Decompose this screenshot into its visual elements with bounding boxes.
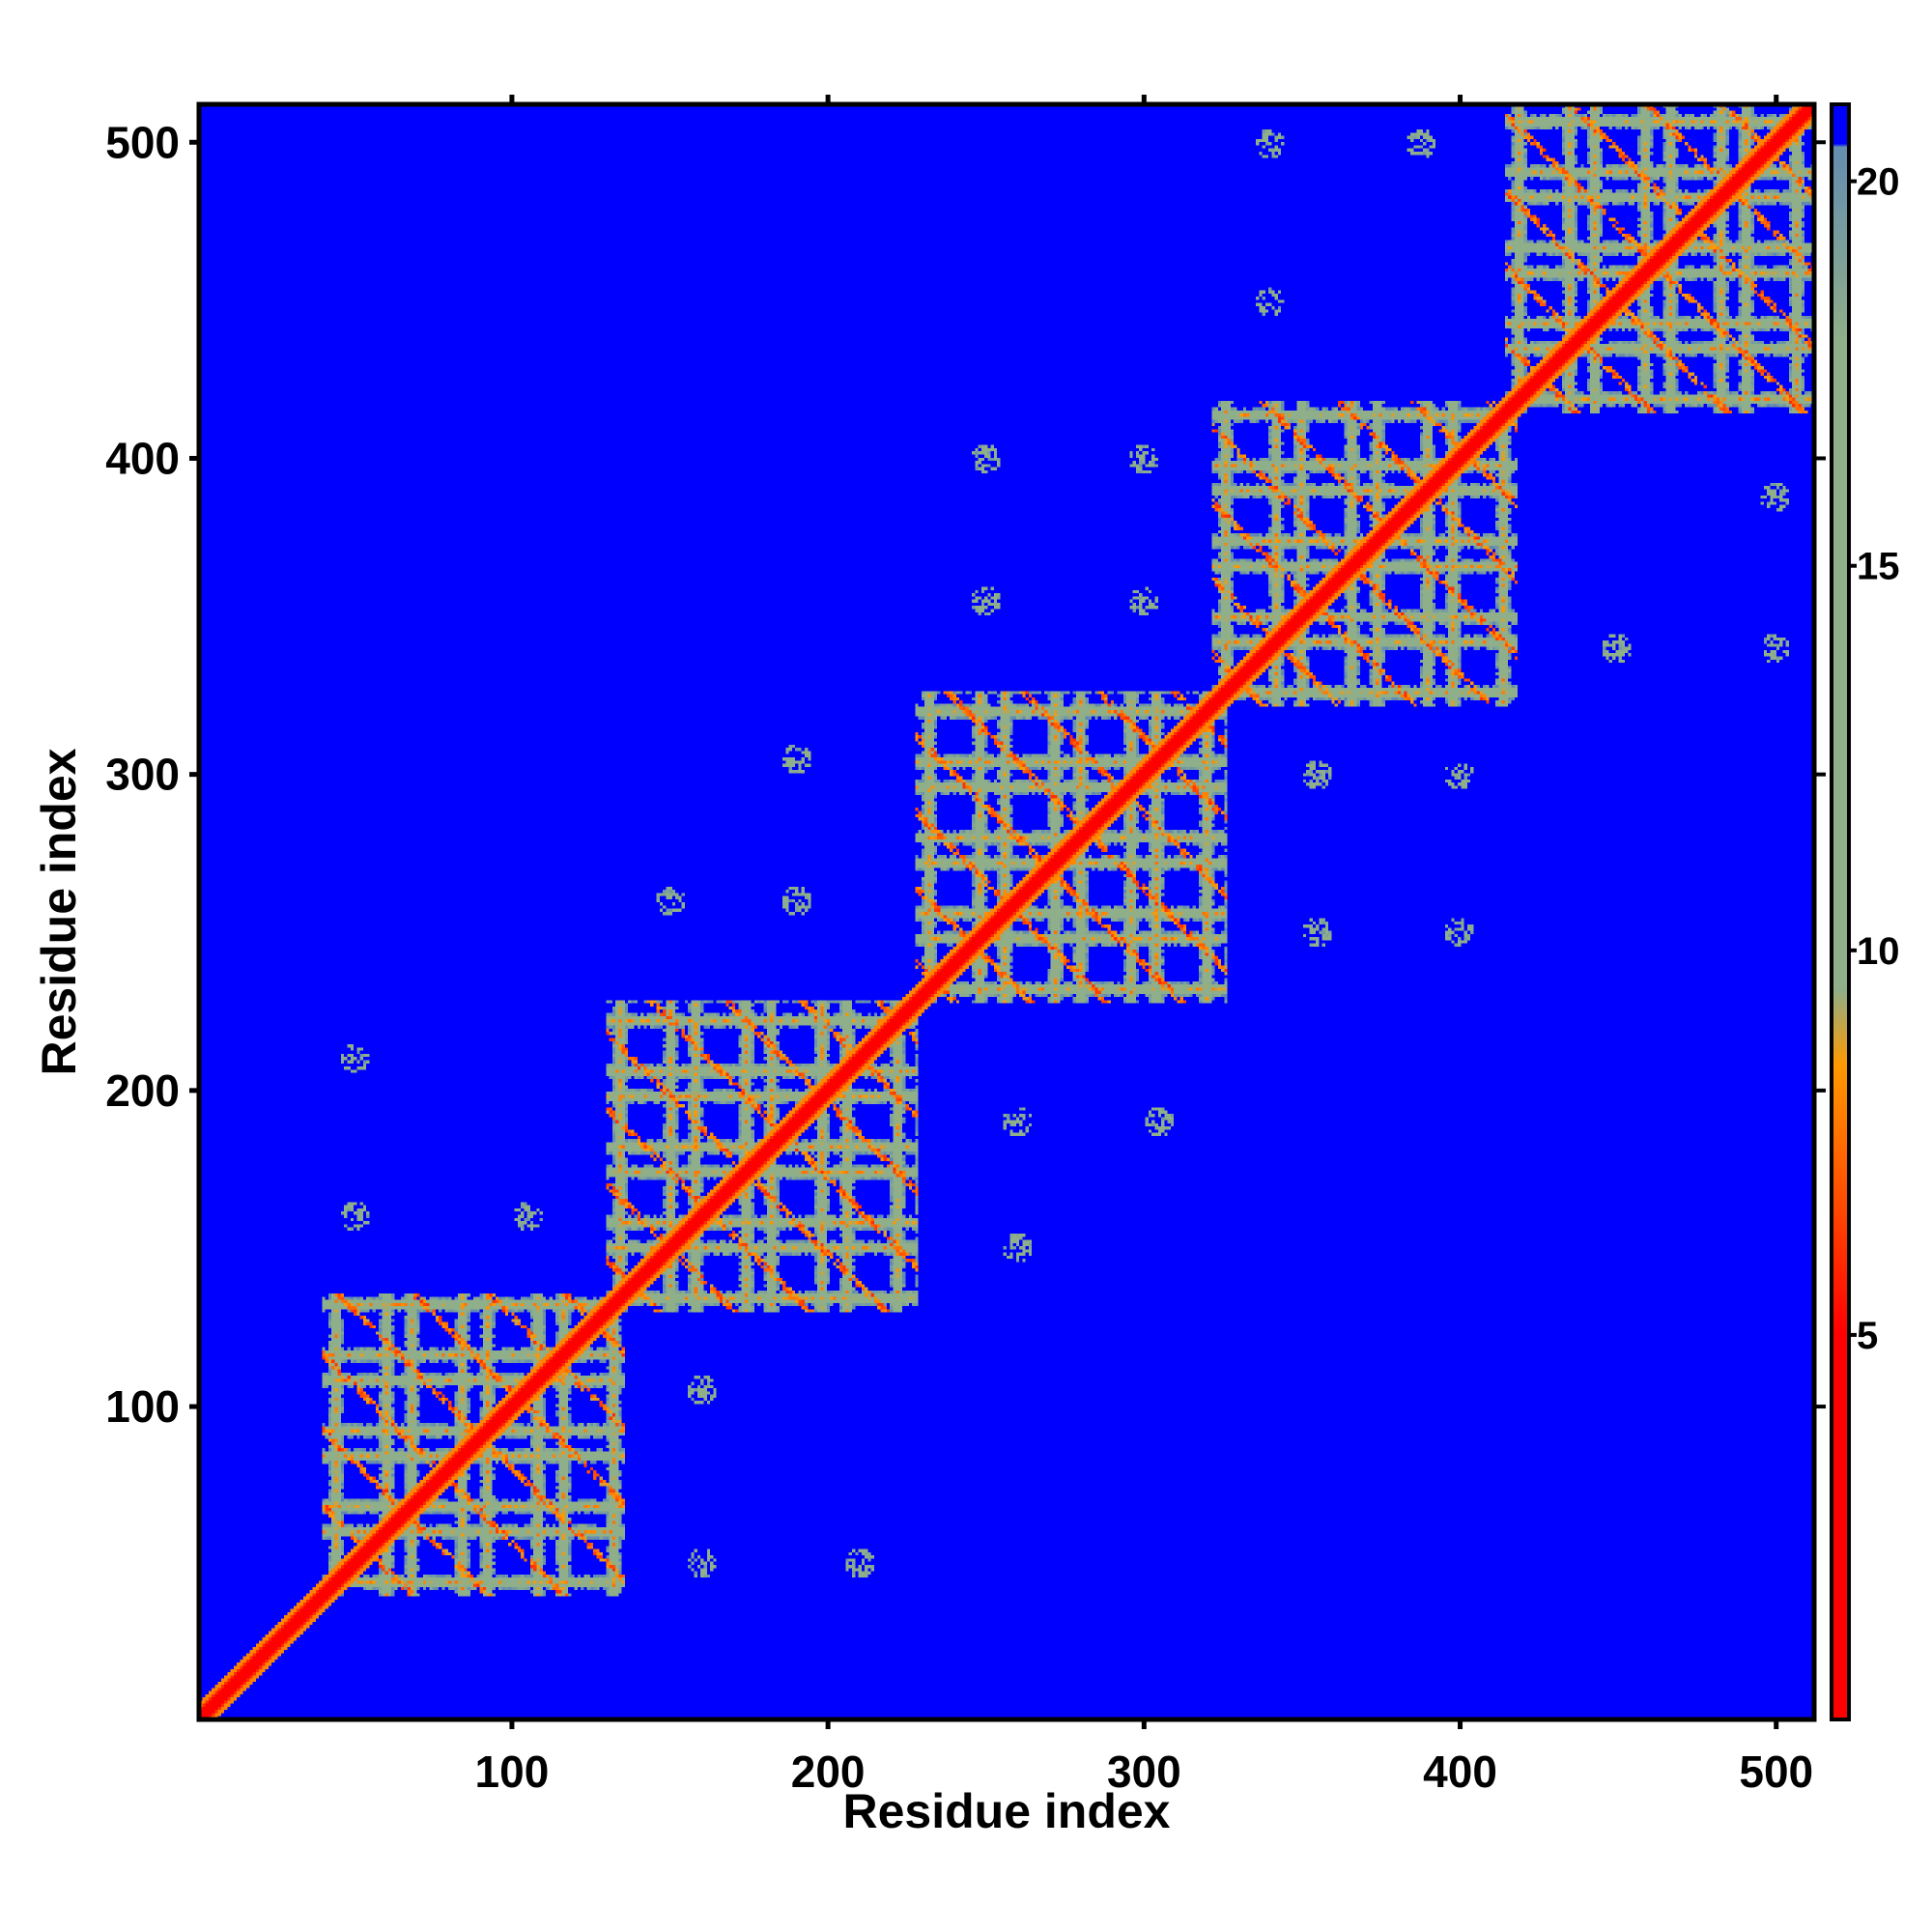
colorbar-axis: 5 10 15 20	[1849, 161, 1900, 1357]
plot-frame	[196, 101, 1817, 1722]
x-tick-label: 300	[1107, 1747, 1181, 1797]
y-axis: 100 200 300 400 500	[105, 117, 1826, 1432]
y-tick-label: 300	[105, 750, 180, 800]
x-axis-title: Residue index	[843, 1784, 1171, 1838]
y-axis-title: Residue index	[32, 748, 86, 1075]
x-axis: 100 200 300 400 500	[475, 95, 1813, 1797]
y-tick-label: 200	[105, 1065, 180, 1116]
x-tick-label: 400	[1423, 1747, 1497, 1797]
colorbar-tick-label: 10	[1857, 930, 1900, 973]
colorbar-frame	[1830, 102, 1851, 1721]
colorbar	[1832, 104, 1849, 1719]
x-tick-label: 200	[791, 1747, 866, 1797]
y-tick-label: 100	[105, 1381, 180, 1432]
colorbar-tick-label: 5	[1857, 1315, 1878, 1357]
x-tick-label: 100	[475, 1747, 550, 1797]
y-tick-label: 500	[105, 117, 180, 167]
colorbar-tick-label: 20	[1857, 161, 1900, 204]
x-tick-label: 500	[1739, 1747, 1813, 1797]
y-tick-label: 400	[105, 433, 180, 483]
heatmap-plot	[199, 104, 1814, 1719]
colorbar-tick-label: 15	[1857, 546, 1900, 588]
